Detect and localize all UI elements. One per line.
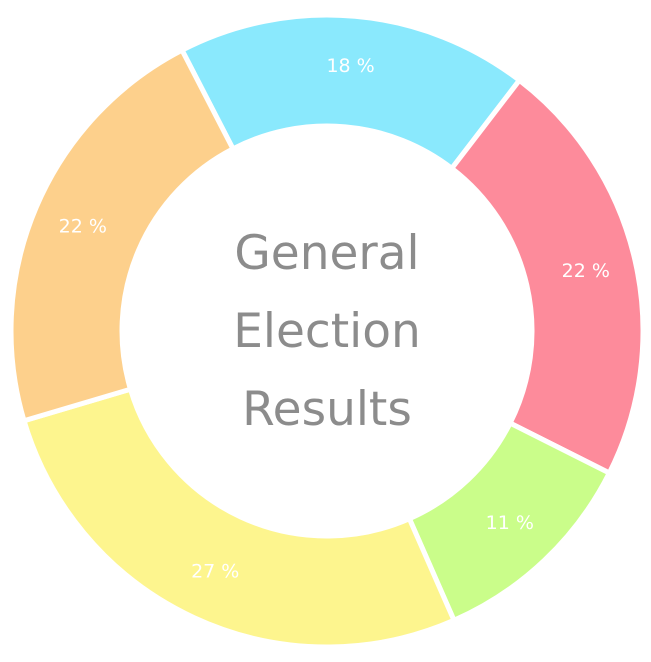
slice-label-4: 22 % bbox=[59, 215, 107, 237]
slice-label-3: 27 % bbox=[191, 560, 239, 582]
slice-4 bbox=[8, 46, 237, 424]
slice-1 bbox=[448, 76, 646, 477]
title-line-3: Results bbox=[242, 382, 412, 437]
slice-label-2: 11 % bbox=[486, 512, 534, 534]
title-line-1: General bbox=[234, 226, 420, 281]
title-line-2: Election bbox=[233, 304, 421, 359]
slice-0 bbox=[178, 12, 523, 172]
slice-label-1: 22 % bbox=[562, 260, 610, 282]
slice-3 bbox=[20, 386, 458, 650]
chart-title: General Election Results bbox=[177, 215, 477, 449]
slice-label-0: 18 % bbox=[326, 55, 374, 77]
